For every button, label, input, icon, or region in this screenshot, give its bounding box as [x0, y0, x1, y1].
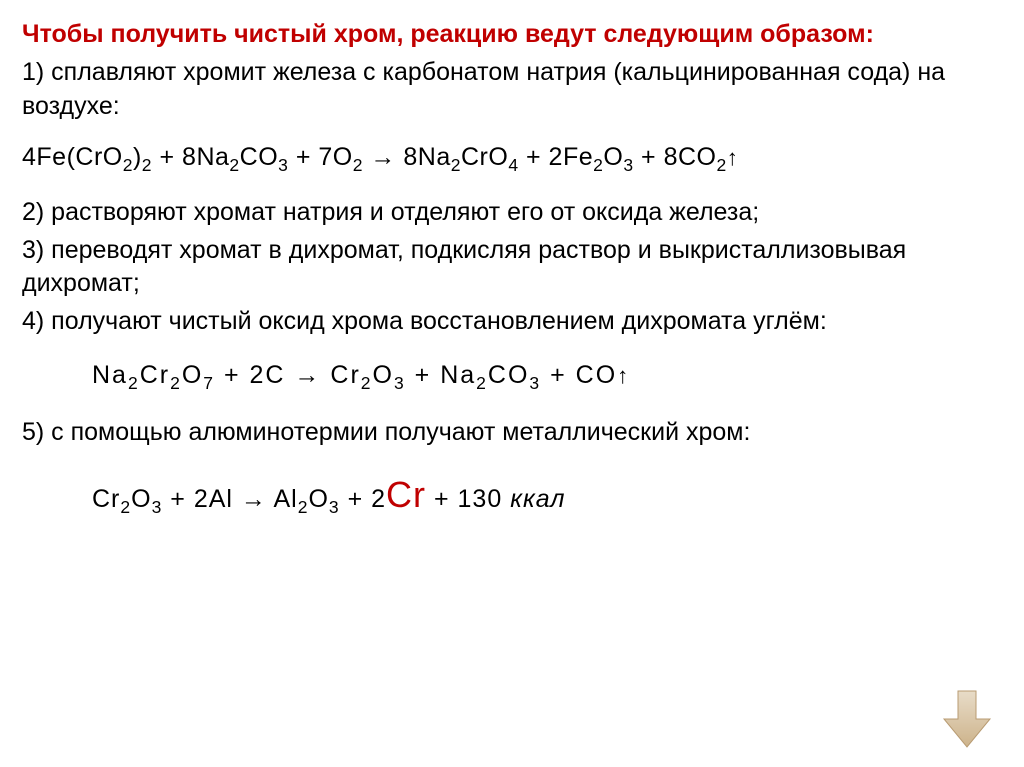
step-3: 3) переводят хромат в дихромат, подкисля… [22, 234, 1002, 302]
equation-3: Cr2O3 + 2Al → Al2O3 + 2Cr + 130 ккал [92, 471, 1002, 520]
eq1-text: 4Fe(CrO2)2 + 8Na2CO3 + 7O2 → 8Na2CrO4 + … [22, 143, 738, 171]
highlighted-cr: Cr [386, 474, 426, 515]
title-heading: Чтобы получить чистый хром, реакцию веду… [22, 18, 1002, 52]
step-4: 4) получают чистый оксид хрома восстанов… [22, 305, 1002, 339]
equation-2: Na2Cr2O7 + 2C → Cr2O3 + Na2CO3 + CO↑ [92, 359, 1002, 396]
step-5: 5) с помощью алюминотермии получают мета… [22, 416, 1002, 450]
equation-1: 4Fe(CrO2)2 + 8Na2CO3 + 7O2 → 8Na2CrO4 + … [22, 141, 1002, 178]
eq3-text: Cr2O3 + 2Al → Al2O3 + 2Cr + 130 ккал [92, 485, 566, 513]
down-arrow-icon [940, 689, 994, 749]
step-2: 2) растворяют хромат натрия и отделяют е… [22, 196, 1002, 230]
eq2-text: Na2Cr2O7 + 2C → Cr2O3 + Na2CO3 + CO↑ [92, 361, 630, 389]
step-1: 1) сплавляют хромит железа с карбонатом … [22, 56, 1002, 124]
